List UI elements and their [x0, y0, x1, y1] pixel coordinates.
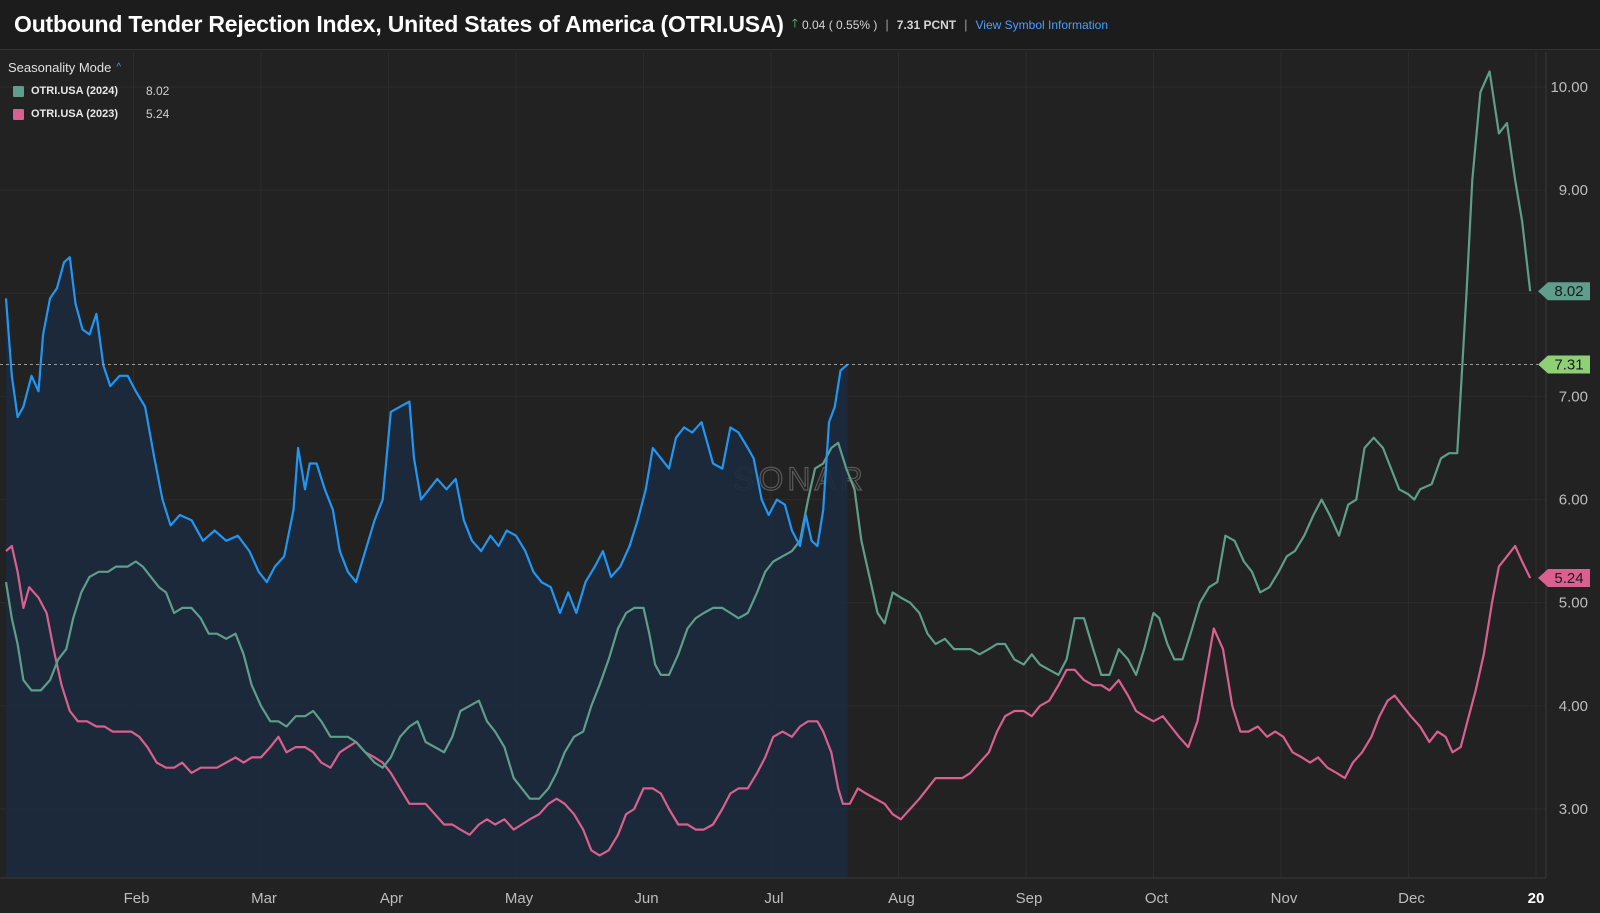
- change-indicator: 🡑 0.04 ( 0.55% ): [792, 14, 878, 35]
- x-tick-label: Apr: [380, 890, 403, 907]
- y-tick-label: 5.00: [1559, 595, 1588, 612]
- current-series-line: [4, 256, 849, 615]
- seasonality-mode-toggle[interactable]: Seasonality Mode ^: [8, 60, 169, 75]
- legend-item-2024[interactable]: OTRI.USA (2024) 8.02: [13, 84, 169, 98]
- legend-swatch: [13, 85, 24, 97]
- y-tick-label: 4.00: [1559, 698, 1588, 715]
- x-tick-label: Jun: [634, 890, 658, 907]
- last-value: 7.31 PCNT: [896, 17, 957, 32]
- current-value-badge: 7.31: [1554, 356, 1583, 373]
- legend: Seasonality Mode ^ OTRI.USA (2024) 8.02 …: [8, 60, 169, 121]
- chart-header: Outbound Tender Rejection Index, United …: [0, 0, 1600, 50]
- end-label-2024-bg: [1538, 282, 1590, 301]
- y-tick-label: 7.00: [1559, 388, 1588, 405]
- x-tick-label: Feb: [124, 890, 150, 907]
- up-arrow-icon: 🡑: [791, 16, 798, 30]
- x-tick-label: Dec: [1398, 890, 1425, 907]
- legend-name: OTRI.USA (2023): [31, 108, 119, 120]
- chart-title: Outbound Tender Rejection Index, United …: [14, 11, 784, 37]
- y-tick-label: 6.00: [1559, 492, 1588, 509]
- legend-value: 5.24: [146, 107, 170, 121]
- end-label-2023: 5.24: [1554, 570, 1583, 587]
- chevron-up-icon: ^: [116, 62, 122, 73]
- legend-swatch: [13, 108, 24, 120]
- legend-title: Seasonality Mode: [8, 60, 112, 75]
- x-tick-label: Jul: [764, 890, 783, 907]
- change-value: 0.04 ( 0.55% ): [802, 17, 878, 32]
- divider: |: [964, 17, 968, 32]
- x-tick-label: Sep: [1016, 890, 1043, 907]
- x-tick-label: Oct: [1145, 890, 1169, 907]
- current-value-badge-bg: [1538, 355, 1590, 374]
- series-2023-line: [5, 544, 1532, 857]
- view-symbol-info-link[interactable]: View Symbol Information: [975, 17, 1109, 32]
- current-series-fill: [6, 257, 848, 878]
- x-tick-label: 20: [1528, 890, 1545, 907]
- legend-name: OTRI.USA (2024): [31, 85, 119, 97]
- x-tick-label: Nov: [1271, 890, 1298, 907]
- x-tick-label: May: [505, 890, 534, 907]
- x-tick-label: Mar: [251, 890, 277, 907]
- y-tick-label: 3.00: [1559, 801, 1588, 818]
- end-label-2023-bg: [1538, 568, 1590, 587]
- legend-value: 8.02: [146, 84, 170, 98]
- y-tick-label: 10.00: [1550, 79, 1588, 96]
- y-tick-label: 9.00: [1559, 182, 1588, 199]
- divider: |: [885, 17, 889, 32]
- series-2024-line: [4, 70, 1532, 800]
- end-label-2024: 8.02: [1554, 283, 1583, 300]
- x-tick-label: Aug: [888, 890, 915, 907]
- legend-item-2023[interactable]: OTRI.USA (2023) 5.24: [13, 107, 169, 121]
